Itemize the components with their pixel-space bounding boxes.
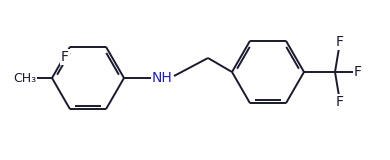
Text: NH: NH [152,71,172,85]
Text: F: F [61,50,69,64]
Text: F: F [336,35,344,49]
Text: CH₃: CH₃ [13,72,37,84]
Text: F: F [354,65,362,79]
Text: F: F [336,95,344,109]
